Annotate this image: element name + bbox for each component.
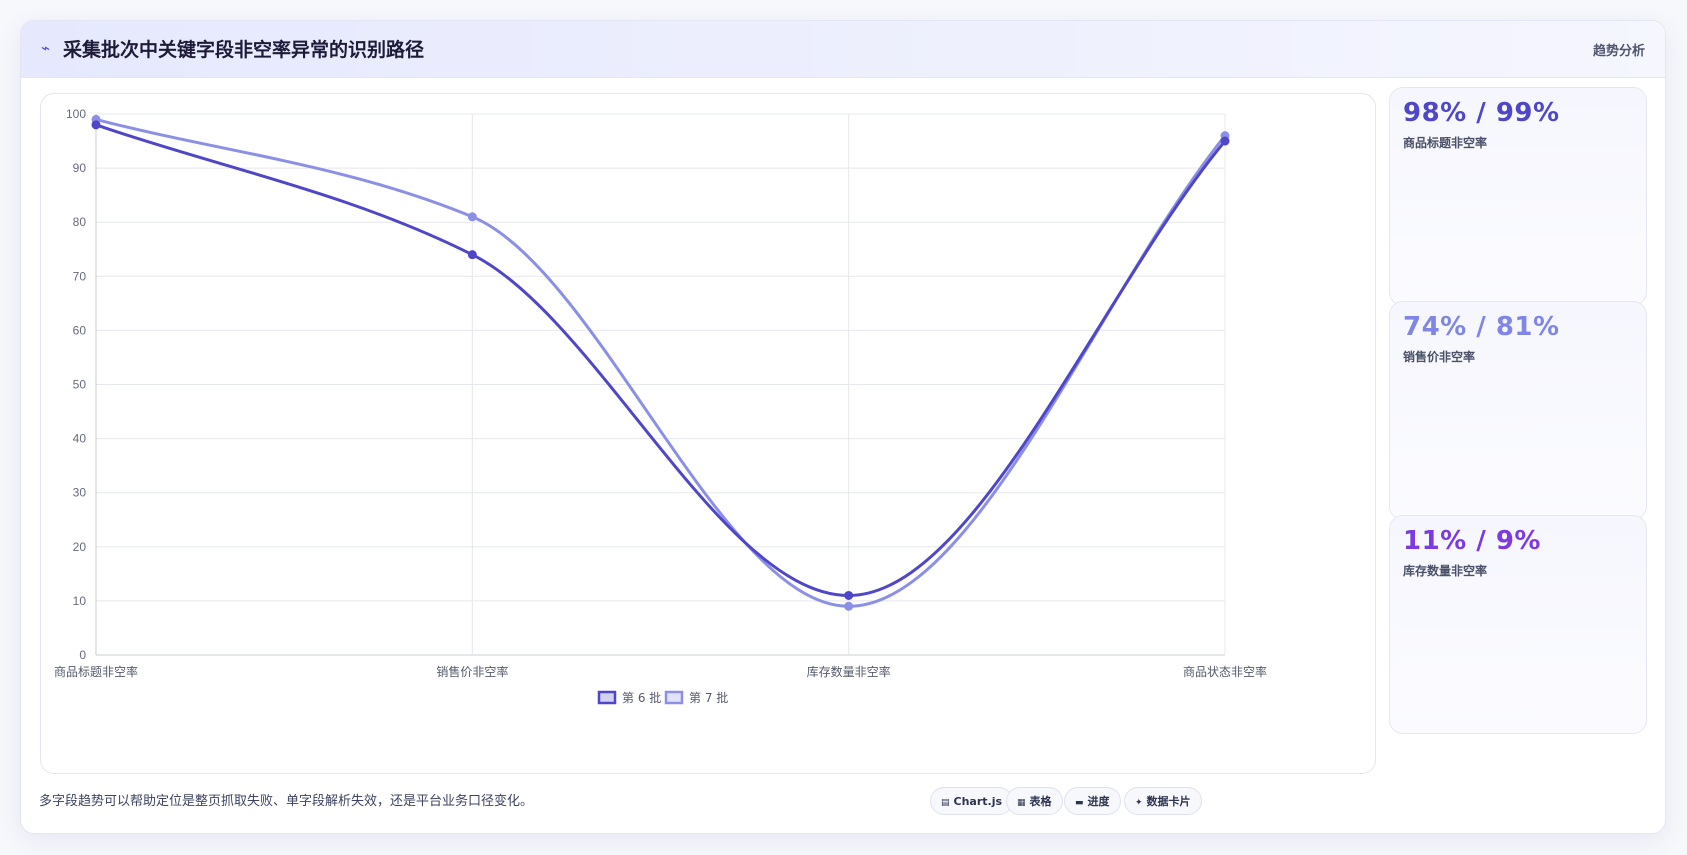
footer-note: 多字段趋势可以帮助定位是整页抓取失败、单字段解析失效，还是平台业务口径变化。	[39, 794, 534, 809]
series-line	[95, 117, 1227, 608]
y-tick-label: 50	[73, 378, 87, 392]
stat-value: 74% / 81%	[1403, 312, 1560, 342]
chip-table[interactable]: ▦ 表格	[1006, 787, 1063, 815]
y-tick-label: 40	[73, 432, 87, 446]
chart-panel: 0 10 20 30 40 50 60 70 80 90 100 商品标题非空率 销售价非空率 库存数量非…	[40, 93, 1376, 774]
table-icon: ▦	[1017, 798, 1026, 808]
stat-label: 库存数量非空率	[1403, 564, 1488, 578]
y-tick-label: 20	[73, 540, 87, 554]
stat-card-title: 98% / 99% 商品标题非空率	[1389, 87, 1647, 306]
chip-chartjs[interactable]: ▤ Chart.js	[930, 787, 1014, 815]
series-line	[95, 123, 1227, 597]
legend-label: 第 7 批	[689, 690, 728, 705]
trend-icon: ⌁	[41, 39, 51, 57]
legend-swatch	[664, 690, 684, 705]
legend-swatch	[597, 690, 617, 705]
stat-value: 11% / 9%	[1403, 526, 1541, 556]
y-tick-label: 90	[73, 161, 87, 175]
legend-label: 第 6 批	[622, 690, 661, 705]
y-tick-label: 70	[73, 269, 87, 283]
data-point	[91, 120, 101, 130]
trend-tag: 趋势分析	[1592, 44, 1645, 59]
x-tick-label: 库存数量非空率	[807, 664, 891, 679]
stat-label: 商品标题非空率	[1403, 136, 1488, 150]
chip-label: 进度	[1087, 795, 1110, 808]
stat-label: 销售价非空率	[1403, 350, 1476, 364]
x-tick-label: 商品状态非空率	[1183, 664, 1267, 679]
data-point	[844, 590, 854, 600]
chip-label: 数据卡片	[1146, 795, 1191, 808]
y-tick-label: 80	[73, 215, 87, 229]
stat-value: 98% / 99%	[1403, 98, 1560, 128]
data-point	[844, 601, 854, 611]
y-tick-label: 100	[66, 107, 86, 121]
data-point	[467, 250, 477, 260]
chip-progress[interactable]: ▬ 进度	[1064, 787, 1121, 815]
line-chart: 0 10 20 30 40 50 60 70 80 90 100 商品标题非空率 销售价非空率 库存数量非…	[54, 107, 1267, 705]
y-tick-label: 30	[73, 486, 87, 500]
chip-datacard[interactable]: ✦ 数据卡片	[1124, 787, 1202, 815]
data-point	[1220, 136, 1230, 146]
page-title: 采集批次中关键字段非空率异常的识别路径	[63, 39, 425, 61]
dashboard-card: ⌁ 采集批次中关键字段非空率异常的识别路径 趋势分析 0 10 20 30 40 50 60…	[20, 20, 1666, 834]
progress-icon: ▬	[1075, 798, 1084, 808]
chip-label: 表格	[1029, 795, 1052, 808]
y-tick-label: 0	[79, 648, 86, 662]
x-tick-label: 商品标题非空率	[54, 664, 138, 679]
chip-label: Chart.js	[953, 795, 1003, 808]
y-tick-label: 60	[73, 323, 87, 337]
stat-card-stock: 11% / 9% 库存数量非空率	[1389, 515, 1647, 734]
x-tick-label: 销售价非空率	[436, 664, 508, 679]
stat-card-price: 74% / 81% 销售价非空率	[1389, 301, 1647, 520]
sparkle-icon: ✦	[1135, 798, 1143, 808]
card-header: ⌁ 采集批次中关键字段非空率异常的识别路径 趋势分析	[21, 21, 1665, 78]
data-point	[467, 212, 477, 222]
chart-icon: ▤	[941, 798, 950, 808]
y-tick-label: 10	[73, 594, 87, 608]
